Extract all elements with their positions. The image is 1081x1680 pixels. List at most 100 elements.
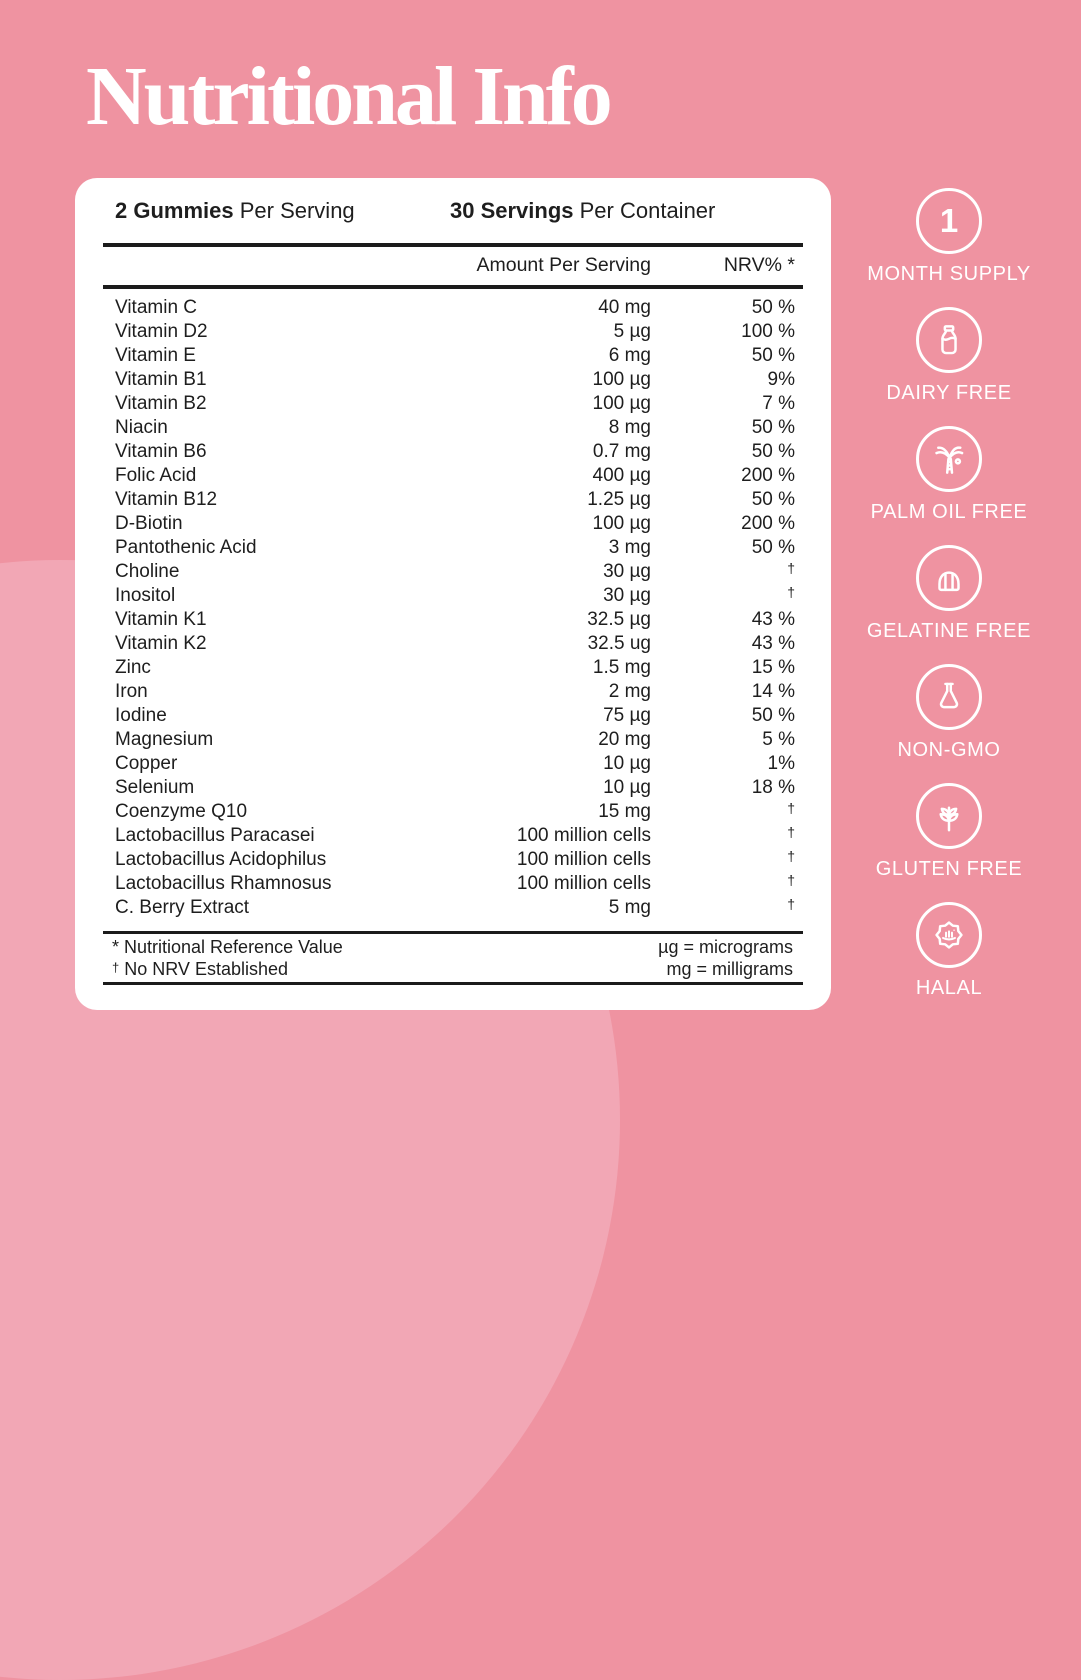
nutrient-amount: 5 mg — [608, 897, 651, 918]
table-row: Vitamin K1 32.5 µg 43 % — [103, 608, 803, 632]
nutrient-nrv: † — [787, 584, 795, 600]
nutrient-nrv: 50 % — [751, 489, 795, 510]
table-row: Lactobacillus Paracasei 100 million cell… — [103, 824, 803, 848]
table-row: Selenium 10 µg 18 % — [103, 776, 803, 800]
nutrition-facts-content: 2 Gummies Per Serving 30 Servings Per Co… — [103, 178, 803, 985]
divider — [103, 243, 803, 247]
nutrient-amount: 5 µg — [613, 321, 651, 342]
footnote-row: * Nutritional Reference Value µg = micro… — [112, 936, 793, 958]
halal-badge-icon — [916, 902, 982, 968]
microgram-legend: µg = micrograms — [658, 937, 793, 957]
nutrient-name: Copper — [115, 753, 178, 774]
nutrient-name: Vitamin B1 — [115, 369, 207, 390]
table-row: Vitamin C 40 mg 50 % — [103, 296, 803, 320]
badge-label: DAIRY FREE — [886, 382, 1012, 404]
nutrient-amount: 20 mg — [598, 729, 651, 750]
nutrient-name: Choline — [115, 561, 180, 582]
table-row: Vitamin B12 1.25 µg 50 % — [103, 488, 803, 512]
table-column-headers: Amount Per Serving NRV% * — [103, 253, 803, 277]
table-row: Vitamin D2 5 µg 100 % — [103, 320, 803, 344]
dagger-footnote-text: No NRV Established — [124, 959, 288, 979]
nutrient-amount: 100 µg — [592, 513, 652, 534]
nutrient-name: Iron — [115, 681, 148, 702]
nutrient-nrv: 15 % — [751, 657, 795, 678]
table-row: Inositol 30 µg † — [103, 584, 803, 608]
nutrient-name: Iodine — [115, 705, 167, 726]
nutrient-nrv: 43 % — [751, 609, 795, 630]
nutrient-nrv: 50 % — [751, 297, 795, 318]
nutrient-amount: 2 mg — [608, 681, 651, 702]
table-row: Niacin 8 mg 50 % — [103, 416, 803, 440]
badge-gelatine-free: GELATINE FREE — [867, 545, 1031, 643]
plant-icon — [916, 783, 982, 849]
nutrient-name: Vitamin B6 — [115, 441, 207, 462]
table-row: Pantothenic Acid 3 mg 50 % — [103, 536, 803, 560]
nutrient-nrv: † — [787, 848, 795, 864]
serving-qty: 2 Gummies — [115, 198, 234, 223]
badge-label: MONTH SUPPLY — [867, 263, 1031, 285]
nutrient-name: Vitamin B12 — [115, 489, 218, 510]
nutrient-amount: 100 million cells — [516, 825, 651, 846]
nutrient-nrv: 200 % — [741, 513, 795, 534]
nutrient-name: Selenium — [115, 777, 195, 798]
badge-gluten-free: GLUTEN FREE — [876, 783, 1023, 881]
nutrient-amount: 32.5 µg — [587, 609, 651, 630]
column-header-nrv: NRV% * — [723, 254, 795, 276]
nutrient-nrv: 18 % — [751, 777, 795, 798]
table-row: Vitamin B6 0.7 mg 50 % — [103, 440, 803, 464]
nrv-footnote: * Nutritional Reference Value — [112, 937, 343, 957]
nutrient-nrv: 1% — [767, 753, 795, 774]
nutrient-name: Coenzyme Q10 — [115, 801, 248, 822]
serving-info: 2 Gummies Per Serving 30 Servings Per Co… — [103, 200, 803, 222]
nutrient-name: Lactobacillus Paracasei — [115, 825, 315, 846]
nutrient-amount: 3 mg — [608, 537, 651, 558]
month-supply-number: 1 — [939, 202, 959, 239]
nutrient-nrv: 5 % — [762, 729, 795, 750]
nutrient-name: Vitamin B2 — [115, 393, 207, 414]
footnote-row: † No NRV Established mg = milligrams — [112, 958, 793, 980]
badge-label: HALAL — [915, 977, 983, 999]
nutrient-nrv: † — [787, 560, 795, 576]
table-row: Iron 2 mg 14 % — [103, 680, 803, 704]
jelly-icon — [915, 545, 982, 611]
badge-label: GLUTEN FREE — [875, 858, 1023, 880]
divider — [103, 982, 803, 985]
nutrient-amount: 1.25 µg — [587, 489, 651, 510]
column-header-amount: Amount Per Serving — [476, 254, 651, 276]
nutrient-name: Pantothenic Acid — [115, 537, 257, 558]
nutrition-facts-card: 2 Gummies Per Serving 30 Servings Per Co… — [75, 178, 831, 1010]
milligram-legend: mg = milligrams — [666, 959, 793, 979]
nutrient-amount: 8 mg — [608, 417, 651, 438]
dagger-footnote: † No NRV Established — [112, 958, 288, 980]
palm-tree-icon — [915, 426, 982, 492]
nutrient-amount: 30 µg — [603, 585, 651, 606]
nutrient-nrv: † — [787, 824, 795, 840]
divider — [103, 931, 803, 934]
nutrient-nrv: 50 % — [751, 441, 795, 462]
nutrient-amount: 400 µg — [592, 465, 652, 486]
nutrient-name: D-Biotin — [115, 513, 183, 534]
table-row: Vitamin E 6 mg 50 % — [103, 344, 803, 368]
badge-month-supply: 1 MONTH SUPPLY — [867, 188, 1031, 286]
nutrient-amount: 10 µg — [603, 753, 651, 774]
serving-count-suffix: Per Container — [573, 198, 716, 223]
table-row: Vitamin B1 100 µg 9% — [103, 368, 803, 392]
nutrient-nrv: † — [787, 800, 795, 816]
nutrient-nrv: 50 % — [751, 537, 795, 558]
nutrient-amount: 32.5 ug — [587, 633, 651, 654]
nutrient-name: Vitamin K1 — [115, 609, 207, 630]
nutrient-table: Vitamin C 40 mg 50 % Vitamin D2 5 µg 100… — [103, 296, 803, 920]
nutrient-name: Magnesium — [115, 729, 214, 750]
nutrient-nrv: † — [787, 896, 795, 912]
table-row: Magnesium 20 mg 5 % — [103, 728, 803, 752]
footnotes: * Nutritional Reference Value µg = micro… — [103, 936, 803, 980]
table-row: Choline 30 µg † — [103, 560, 803, 584]
nutrient-nrv: 14 % — [751, 681, 795, 702]
table-row: Iodine 75 µg 50 % — [103, 704, 803, 728]
nutrient-nrv: 9% — [767, 369, 795, 390]
page-title: Nutritional Info — [86, 50, 613, 143]
nutrient-name: Niacin — [115, 417, 168, 438]
divider — [103, 285, 803, 289]
nutrient-name: Inositol — [115, 585, 176, 606]
serving-count: 30 Servings — [450, 198, 574, 223]
